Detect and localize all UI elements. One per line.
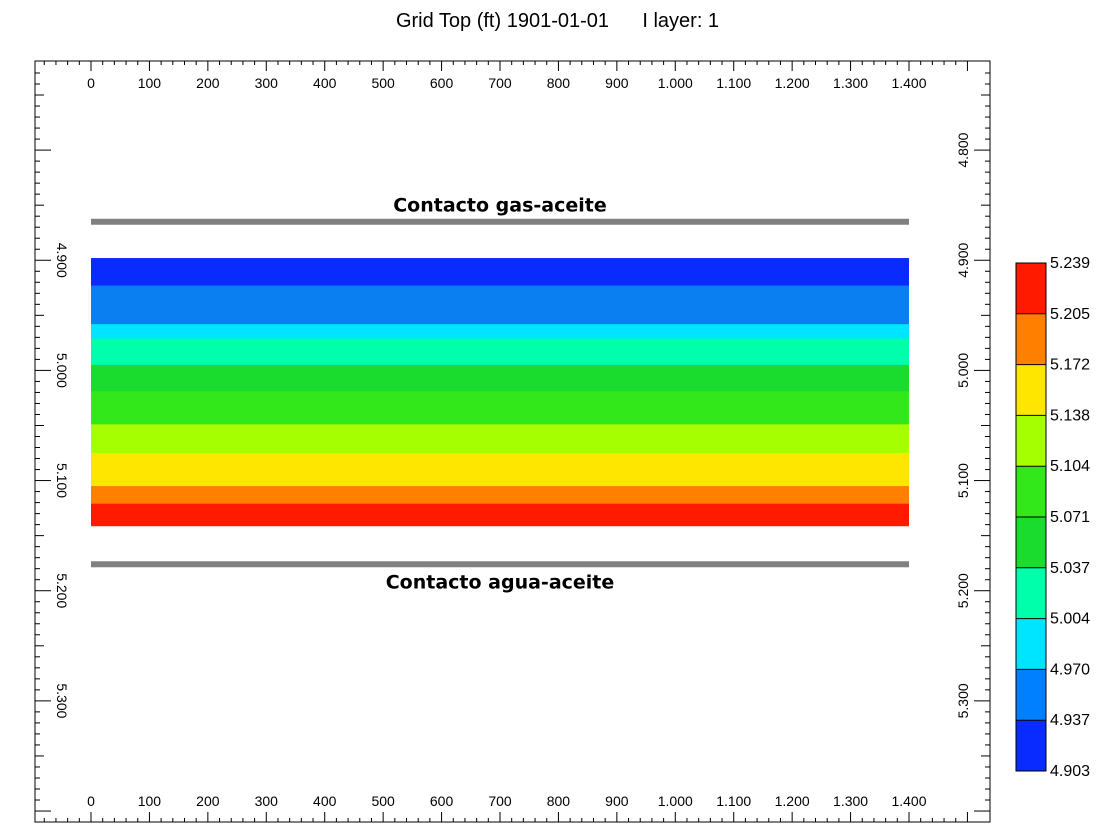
x-tick-label-top: 1.000 [658,75,693,91]
x-tick-label-top: 0 [87,75,95,91]
plot-frame [34,60,991,823]
legend-label-2: 5.205 [1050,306,1090,323]
legend-label-3: 5.172 [1050,357,1090,374]
x-tick-label-bottom: 100 [138,793,162,809]
fluid-contacts: Contacto gas-aceite Contacto agua-aceite [91,195,909,593]
x-tick-label-bottom: 800 [547,793,571,809]
legend-swatch-5 [1016,466,1046,518]
x-tick-label-top: 800 [547,75,571,91]
x-tick-label-bottom: 200 [196,793,220,809]
x-tick-label-top: 1.300 [833,75,868,91]
x-tick-label-bottom: 600 [430,793,454,809]
y-tick-label-right: 5.100 [955,463,971,498]
x-tick-label-top: 1.400 [891,75,926,91]
legend-label-1: 5.239 [1050,255,1090,272]
x-tick-label-top: 400 [313,75,337,91]
contact-label-1: Contacto gas-aceite [393,195,607,217]
x-tick-label-bottom: 1.000 [658,793,693,809]
y-tick-label-right: 5.300 [955,683,971,718]
chart-title: Grid Top (ft) 1901-01-01 I layer: 1 [0,10,1115,33]
x-tick-label-top: 300 [255,75,279,91]
legend-border [1015,262,1047,772]
grid-layer-2 [91,285,909,325]
x-tick-label-top: 200 [196,75,220,91]
y-tick-label-left: 5.000 [54,353,70,388]
y-tick-label-left: 5.200 [54,573,70,608]
grid-layer-9 [91,486,909,505]
y-tick-label-left: 4.900 [54,243,70,278]
legend-label-11: 4.903 [1050,763,1090,780]
legend-swatch-1 [1016,263,1046,315]
y-tick-label-right: 4.900 [955,243,971,278]
y-tick-label-left: 5.100 [54,463,70,498]
legend-swatch-9 [1016,669,1046,721]
grid-layer-6 [91,391,909,425]
x-tick-label-bottom: 700 [488,793,512,809]
grid-layer-4 [91,338,909,366]
legend-label-10: 4.937 [1050,712,1090,729]
x-tick-label-bottom: 0 [87,793,95,809]
grid-layer-10 [91,503,909,527]
x-tick-label-bottom: 900 [605,793,629,809]
chart-title-text: Grid Top (ft) 1901-01-01 [395,10,610,32]
grid-layer-3 [91,324,909,339]
x-tick-label-bottom: 400 [313,793,337,809]
axis-ticks [35,61,990,822]
x-tick-label-top: 100 [138,75,162,91]
y-tick-label-right: 5.200 [955,573,971,608]
color-legend: 5.239 5.205 5.172 5.138 5.104 5.071 5.037 5.004… [1015,255,1090,780]
legend-swatch-10 [1016,720,1046,772]
contact-label-2: Contacto agua-aceite [386,571,615,593]
grid-layer-7 [91,424,909,454]
legend-label-5: 5.104 [1050,458,1090,475]
legend-swatch-8 [1016,618,1046,670]
x-tick-label-bottom: 300 [255,793,279,809]
y-tick-label-right: 4.800 [955,132,971,167]
grid-layer-8 [91,453,909,487]
legend-swatch-3 [1016,364,1046,416]
x-tick-label-top: 900 [605,75,629,91]
grid-layer-5 [91,364,909,392]
x-tick-label-bottom: 1.100 [716,793,751,809]
legend-label-8: 5.004 [1050,611,1090,628]
x-tick-label-bottom: 1.400 [891,793,926,809]
legend-label-9: 4.970 [1050,661,1090,678]
y-tick-label-left: 5.300 [54,683,70,718]
x-tick-label-top: 1.100 [716,75,751,91]
layer-label: I layer: 1 [642,10,720,32]
x-tick-label-bottom: 1.200 [775,793,810,809]
legend-label-4: 5.138 [1050,407,1090,424]
grid-layers [91,258,909,527]
x-tick-label-top: 500 [371,75,395,91]
x-tick-label-top: 700 [488,75,512,91]
x-tick-label-bottom: 500 [371,793,395,809]
axis-labels: 0 0 100 100 200 200 300 300 400 400 500 500 600 600 70… [54,75,971,809]
plot-border [34,60,991,823]
legend-label-6: 5.071 [1050,509,1090,526]
legend-swatch-2 [1016,313,1046,366]
x-tick-label-top: 600 [430,75,454,91]
grid-layer-1 [91,258,909,287]
legend-swatch-7 [1016,567,1046,620]
y-tick-label-right: 5.000 [955,353,971,388]
legend-swatch-6 [1016,517,1046,569]
x-tick-label-top: 1.200 [775,75,810,91]
legend-label-7: 5.037 [1050,560,1090,577]
legend-swatch-4 [1016,415,1046,467]
x-tick-label-bottom: 1.300 [833,793,868,809]
